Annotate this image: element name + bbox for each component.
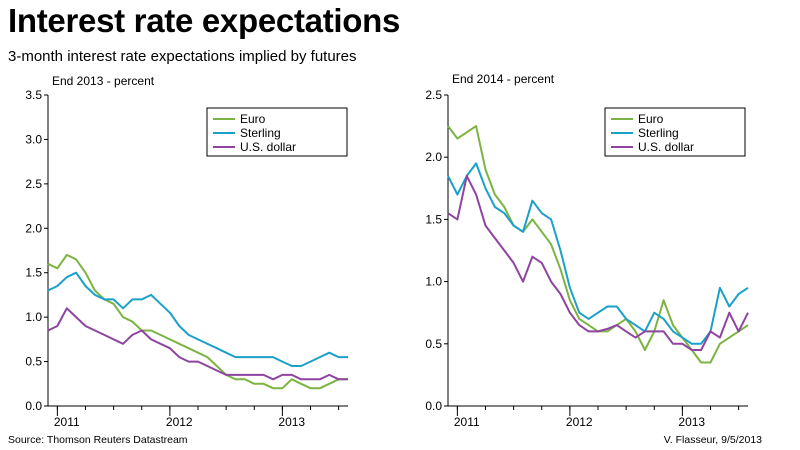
y-tick-label: 0.0 <box>25 399 42 413</box>
x-tick-label: 2012 <box>166 415 193 429</box>
page-subtitle: 3-month interest rate expectations impli… <box>8 48 357 65</box>
y-tick-label: 1.0 <box>25 310 42 324</box>
y-tick-label: 1.5 <box>25 266 42 280</box>
legend-label: Euro <box>638 112 664 126</box>
y-tick-label: 2.5 <box>25 177 42 191</box>
x-tick-label: 2013 <box>278 415 305 429</box>
series-line-u-s-dollar <box>47 307 348 381</box>
page-title: Interest rate expectations <box>8 2 401 39</box>
series-line-u-s-dollar <box>447 174 749 351</box>
series-line-euro <box>447 125 749 364</box>
y-tick-label: 3.5 <box>25 88 42 102</box>
source-note: Source: Thomson Reuters Datastream <box>8 434 188 446</box>
y-tick-label: 0.5 <box>425 337 442 351</box>
y-tick-label: 0.0 <box>425 399 442 413</box>
y-tick-label: 0.5 <box>25 355 42 369</box>
legend-label: Sterling <box>638 126 679 140</box>
x-tick-label: 2013 <box>678 415 705 429</box>
legend-label: Euro <box>240 112 266 126</box>
x-tick-label: 2011 <box>54 415 80 429</box>
chart-panel-2: End 2014 - percent 0.0 0.5 1.0 1.5 2.0 2.5 2011… <box>425 72 749 429</box>
series-line-sterling <box>447 162 749 345</box>
chart-panel-1: End 2013 - percent 0.0 0.5 1.0 1.5 2.0 2.5 3.0 3… <box>25 74 348 429</box>
legend-label: Sterling <box>240 126 281 140</box>
y-tick-label: 1.5 <box>425 212 442 226</box>
legend-label: U.S. dollar <box>240 140 296 154</box>
x-tick-label: 2012 <box>566 415 593 429</box>
y-tick-label: 2.0 <box>425 150 442 164</box>
x-tick-label: 2011 <box>454 415 480 429</box>
chart-title: End 2014 - percent <box>452 72 555 86</box>
y-tick-label: 1.0 <box>425 275 442 289</box>
legend-label: U.S. dollar <box>638 140 694 154</box>
y-tick-label: 3.0 <box>25 132 42 146</box>
credit-note: V. Flasseur, 9/5/2013 <box>663 434 762 446</box>
y-tick-label: 2.0 <box>25 221 42 235</box>
series-line-sterling <box>47 271 348 367</box>
y-tick-label: 2.5 <box>425 88 442 102</box>
chart-title: End 2013 - percent <box>52 74 155 88</box>
series-line-euro <box>47 253 348 390</box>
